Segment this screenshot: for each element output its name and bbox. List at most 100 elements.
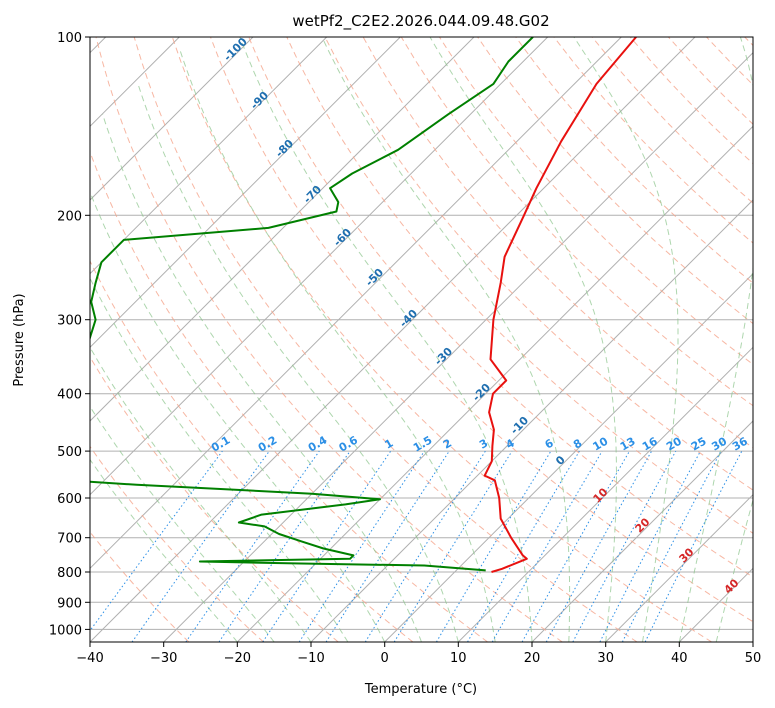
moist-adiabat (321, 37, 571, 642)
dry-adiabat (90, 150, 488, 642)
dry-adiabat (90, 356, 339, 642)
mixing-ratio-lines (90, 450, 743, 642)
y-tick-label: 1000 (49, 623, 82, 638)
dry-adiabat (90, 445, 264, 642)
mixing-ratio-line (467, 450, 580, 642)
isotherm-line (678, 567, 753, 642)
moist-adiabat (429, 37, 617, 642)
dry-adiabat-label: -70 (301, 183, 324, 206)
mixing-ratio-line (644, 450, 743, 642)
moist-adiabat (715, 498, 753, 642)
mixing-ratio-line (393, 450, 513, 642)
y-tick-label: 600 (57, 492, 82, 507)
moist-adiabat (678, 37, 753, 642)
dry-adiabats (90, 37, 753, 642)
moist-adiabat (90, 190, 386, 642)
dry-adiabat (248, 37, 753, 578)
y-tick-label: 900 (57, 596, 82, 611)
y-tick-label: 300 (57, 314, 82, 329)
isotherm-line (163, 51, 753, 642)
moist-adiabat (137, 83, 459, 642)
dry-adiabat-label: -40 (397, 307, 420, 330)
mixing-ratio-line (262, 450, 392, 642)
plot-frame (89, 36, 754, 643)
y-tick-label: 200 (57, 209, 82, 224)
moist-adiabat-label: 30 (677, 545, 697, 565)
mixing-ratio-line (521, 450, 630, 642)
isotherm-line (90, 37, 254, 201)
dry-adiabat (133, 37, 638, 642)
chart-title: wetPf2_C2E2.2026.044.09.48.G02 (292, 12, 549, 31)
y-tick-label: 800 (57, 566, 82, 581)
y-axis-label: Pressure (hPa) (12, 293, 27, 386)
isotherm-line (90, 37, 328, 275)
dry-adiabat-label: -100 (221, 35, 250, 64)
x-tick-label: −20 (224, 651, 251, 666)
isotherm-line (90, 37, 549, 496)
moist-adiabat (573, 37, 679, 642)
isotherm-line (605, 493, 753, 642)
moist-adiabat (90, 458, 238, 642)
x-tick-label: −10 (297, 651, 324, 666)
dewpoint-profile-line (90, 37, 534, 572)
y-tick-label: 400 (57, 388, 82, 403)
dry-adiabat (90, 259, 414, 642)
mixing-ratio-label: 4 (504, 436, 517, 451)
x-axis-ticks: −40 −30 −20 −10 0 10 20 30 40 50 (76, 642, 761, 666)
y-tick-label: 100 (57, 31, 82, 46)
y-axis-ticks: 100 200 300 400 500 600 700 800 900 1000 (49, 31, 90, 638)
mixing-ratio-line (90, 450, 223, 632)
mixing-ratio-label: 2 (441, 437, 454, 452)
moist-adiabats (90, 37, 753, 642)
x-axis-label: Temperature (°C) (364, 682, 477, 697)
isotherm-line (90, 37, 401, 349)
moist-adiabat (239, 37, 533, 642)
temperature-profile-line (483, 37, 637, 573)
moist-adiabat (90, 346, 312, 642)
dry-adiabat-label: -60 (331, 226, 354, 249)
mixing-ratio-line (131, 450, 270, 642)
dry-adiabat-label: -20 (470, 381, 493, 404)
isotherm-line (310, 199, 753, 642)
line-labels: 0.1 0.2 0.4 0.6 1 1.5 2 3 4 6 8 10 13 16 20 25 30 36-100-… (209, 35, 750, 597)
dry-adiabat-label: -10 (508, 414, 531, 437)
dry-adiabat (553, 37, 753, 244)
dry-adiabat (286, 37, 753, 534)
profile-series (90, 37, 637, 573)
y-tick-label: 500 (57, 445, 82, 460)
mixing-ratio-line (325, 450, 450, 642)
moist-adiabat (179, 49, 496, 642)
dry-adiabat-label: -50 (363, 266, 386, 289)
mixing-ratio-line (364, 450, 486, 642)
mixing-ratio-line (185, 450, 320, 642)
dry-adiabat (515, 37, 753, 284)
x-tick-label: 40 (671, 651, 688, 666)
dry-adiabat (95, 37, 563, 642)
skewed-isotherm-grid (90, 37, 753, 642)
x-tick-label: −40 (76, 651, 103, 666)
moist-adiabat-label: 10 (591, 485, 611, 505)
isotherm-line (457, 346, 753, 642)
moist-adiabat (90, 405, 275, 642)
dry-adiabat-label: -90 (248, 89, 271, 112)
y-tick-label: 700 (57, 532, 82, 547)
plot-area (90, 37, 753, 642)
mixing-ratio-line (545, 450, 653, 642)
x-tick-label: 30 (597, 651, 614, 666)
isotherm-line (531, 420, 753, 642)
isotherm-line (90, 37, 696, 642)
isotherm-line (90, 37, 475, 422)
x-tick-label: 20 (524, 651, 541, 666)
moist-adiabat (90, 277, 349, 642)
x-tick-label: 10 (450, 651, 467, 666)
x-tick-label: 0 (381, 651, 389, 666)
dry-adiabat (90, 531, 190, 642)
dry-adiabat (706, 37, 753, 86)
dry-adiabat-label: -30 (432, 345, 455, 368)
mixing-ratio-line (572, 450, 677, 642)
moist-adiabat-label: 20 (633, 515, 653, 535)
x-tick-label: −30 (150, 651, 177, 666)
isotherm-line (236, 125, 753, 642)
isotherm-line (384, 272, 753, 642)
